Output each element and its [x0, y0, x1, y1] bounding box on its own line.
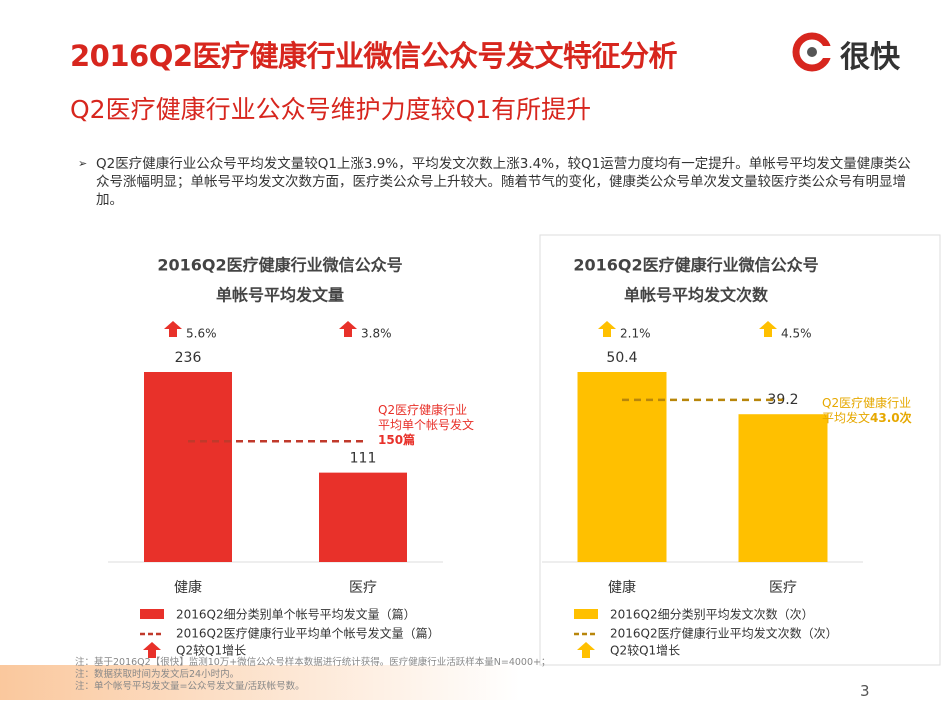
growth-arrow	[598, 321, 616, 337]
chart-title: 单帐号平均发文次数	[624, 286, 769, 305]
legend-swatch	[140, 609, 164, 619]
chart-frame	[539, 234, 941, 666]
subtitle: Q2医疗健康行业公众号维护力度较Q1有所提升	[70, 95, 592, 124]
reference-annotation: Q2医疗健康行业平均单个帐号发文150篇	[378, 403, 478, 448]
legend-label: 2016Q2细分类别单个帐号平均发文量（篇）	[176, 607, 416, 622]
category-label: 健康	[174, 579, 202, 596]
legend-label: Q2较Q1增长	[176, 643, 246, 658]
footnote: 注：单个帐号平均发文量=公众号发文量/活跃帐号数。	[75, 681, 305, 692]
growth-label: 2.1%	[620, 327, 651, 341]
legend-label: 2016Q2细分类别平均发文次数（次）	[610, 607, 814, 622]
logo: 很快	[840, 40, 900, 75]
logo-icon-dot	[807, 47, 817, 57]
growth-arrow	[577, 642, 595, 658]
annotation-value: 150篇	[378, 433, 416, 447]
annotation-text: Q2医疗健康行业平均单个帐号发文	[378, 403, 475, 432]
value-label: 236	[175, 350, 202, 366]
chart-title: 2016Q2医疗健康行业微信公众号	[157, 256, 402, 275]
chart-title: 2016Q2医疗健康行业微信公众号	[573, 256, 818, 275]
value-label: 50.4	[606, 350, 637, 366]
legend-label: 2016Q2医疗健康行业平均单个帐号发文量（篇）	[176, 626, 440, 641]
category-label: 健康	[608, 579, 636, 596]
growth-arrow	[143, 642, 161, 658]
legend-label: 2016Q2医疗健康行业平均发文次数（次）	[610, 626, 838, 641]
bullet: Q2医疗健康行业公众号平均发文量较Q1上涨3.9%，平均发文次数上涨3.4%，较…	[78, 155, 916, 209]
growth-arrow	[759, 321, 777, 337]
growth-label: 3.8%	[361, 327, 392, 341]
bar	[144, 372, 232, 562]
value-label: 111	[350, 451, 377, 467]
bar	[577, 372, 667, 562]
category-label: 医疗	[349, 580, 377, 596]
growth-arrow	[339, 321, 357, 337]
page-number: 3	[860, 682, 870, 700]
legend-label: Q2较Q1增长	[610, 643, 680, 658]
chart-title: 单帐号平均发文量	[216, 286, 344, 305]
growth-arrow	[164, 321, 182, 337]
bar	[319, 472, 407, 562]
growth-label: 4.5%	[781, 327, 812, 341]
annotation-text: Q2医疗健康行业平均发文	[822, 396, 912, 425]
annotation-value: 43.0次	[870, 411, 912, 425]
footer-band	[0, 665, 520, 700]
reference-annotation: Q2医疗健康行业平均发文43.0次	[822, 396, 922, 426]
growth-label: 5.6%	[186, 327, 217, 341]
bar	[738, 414, 828, 562]
footnote: 注：基于2016Q2【很快】监测10万+微信公众号样本数据进行统计获得。医疗健康…	[75, 657, 551, 668]
category-label: 医疗	[769, 580, 797, 596]
footnote: 注：数据获取时间为发文后24小时内。	[75, 669, 240, 680]
legend-swatch	[574, 609, 598, 619]
logo-icon-cut	[812, 46, 834, 58]
title: 2016Q2医疗健康行业微信公众号发文特征分析	[70, 39, 678, 73]
footnotes: 注：基于2016Q2【很快】监测10万+微信公众号样本数据进行统计获得。医疗健康…	[75, 657, 550, 693]
